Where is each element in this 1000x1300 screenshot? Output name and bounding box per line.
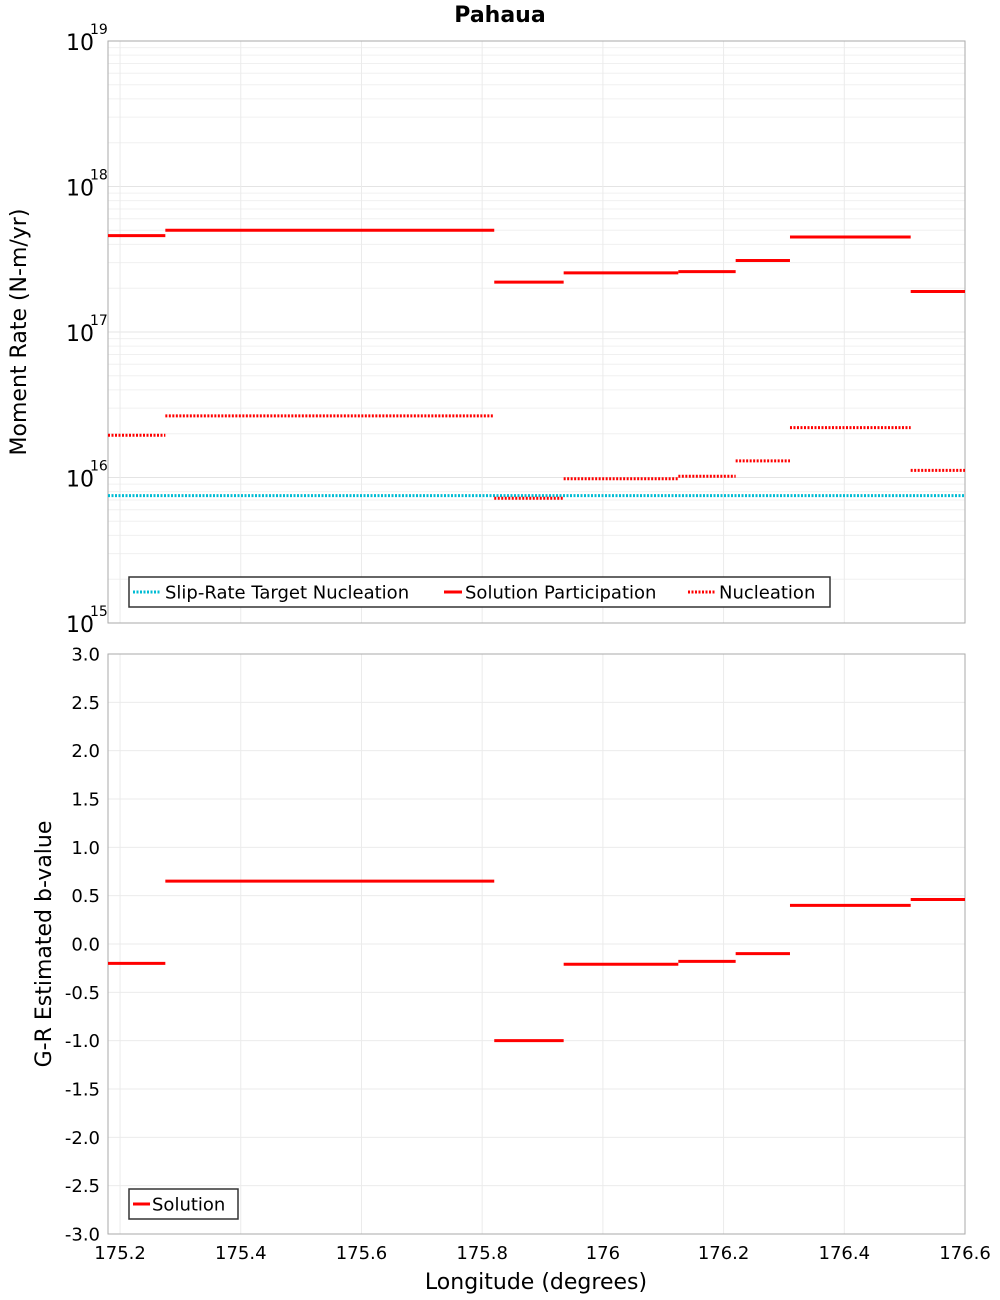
legend-label-target: Slip-Rate Target Nucleation <box>165 583 409 604</box>
legend-label-nucleation: Nucleation <box>719 583 815 604</box>
bottom-y-axis-label: G-R Estimated b-value <box>32 821 57 1068</box>
top-panel-grid <box>108 41 966 624</box>
bottom-y-tick-label: 3.0 <box>71 645 100 666</box>
top-y-tick-exponent: 18 <box>90 168 108 184</box>
x-tick-label: 175.4 <box>215 1243 267 1264</box>
bottom-y-tick-label: -1.0 <box>65 1031 100 1052</box>
top-legend: Slip-Rate Target Nucleation Solution Par… <box>128 576 831 608</box>
x-tick-label: 175.2 <box>94 1243 146 1264</box>
top-panel-frame <box>107 40 966 624</box>
x-tick-label: 175.8 <box>456 1243 508 1264</box>
bottom-y-tick-label: 1.5 <box>71 790 100 811</box>
bottom-y-tick-label: 1.0 <box>71 838 100 859</box>
bottom-y-tick-label: -2.0 <box>65 1128 100 1149</box>
top-y-tick-exponent: 19 <box>90 22 108 38</box>
bottom-y-tick-label: -0.5 <box>65 983 100 1004</box>
bottom-y-tick-label: 0.0 <box>71 935 100 956</box>
bottom-legend-box <box>128 1188 239 1220</box>
x-tick-label: 175.6 <box>336 1243 388 1264</box>
bottom-y-tick-label: 2.0 <box>71 741 100 762</box>
bottom-y-tick-label: -1.5 <box>65 1080 100 1101</box>
bottom-y-tick-label: 2.5 <box>71 693 100 714</box>
top-series <box>108 228 965 500</box>
top-y-tick-exponent: 15 <box>90 604 108 620</box>
chart-title: Pahaua <box>454 3 545 28</box>
top-y-tick-label: 10 <box>66 177 94 202</box>
top-y-tick-exponent: 16 <box>90 459 108 475</box>
legend-label-solution: Solution <box>152 1195 225 1216</box>
x-tick-label: 176.6 <box>939 1243 991 1264</box>
top-y-tick-label: 10 <box>66 468 94 493</box>
bottom-y-ticks: 3.0 2.5 2.0 1.5 1.0 0.5 0.0 -0.5 -1.0 -1.5 -2.0 -2.… <box>65 645 100 1246</box>
bottom-series <box>108 879 965 1043</box>
top-y-tick-label: 10 <box>66 322 94 347</box>
bottom-y-tick-label: 0.5 <box>71 886 100 907</box>
x-tick-label: 176.4 <box>819 1243 871 1264</box>
legend-label-participation: Solution Participation <box>465 583 656 604</box>
top-y-tick-exponent: 17 <box>90 313 108 329</box>
x-axis-label: Longitude (degrees) <box>425 1270 647 1295</box>
top-y-axis-label: Moment Rate (N-m/yr) <box>7 209 32 456</box>
x-tick-label: 176.2 <box>698 1243 750 1264</box>
bottom-y-tick-label: -2.5 <box>65 1176 100 1197</box>
x-tick-label: 176 <box>586 1243 620 1264</box>
bottom-x-ticks: 175.2 175.4 175.6 175.8 176 176.2 176.4 176.6 <box>94 1243 990 1264</box>
bottom-legend: Solution <box>128 1188 239 1220</box>
bottom-y-tick-label: -3.0 <box>65 1225 100 1246</box>
bottom-panel-frame <box>107 653 966 1235</box>
top-y-tick-label: 10 <box>66 613 94 638</box>
bottom-panel-grid <box>108 653 966 1235</box>
top-y-tick-label: 10 <box>66 31 94 56</box>
